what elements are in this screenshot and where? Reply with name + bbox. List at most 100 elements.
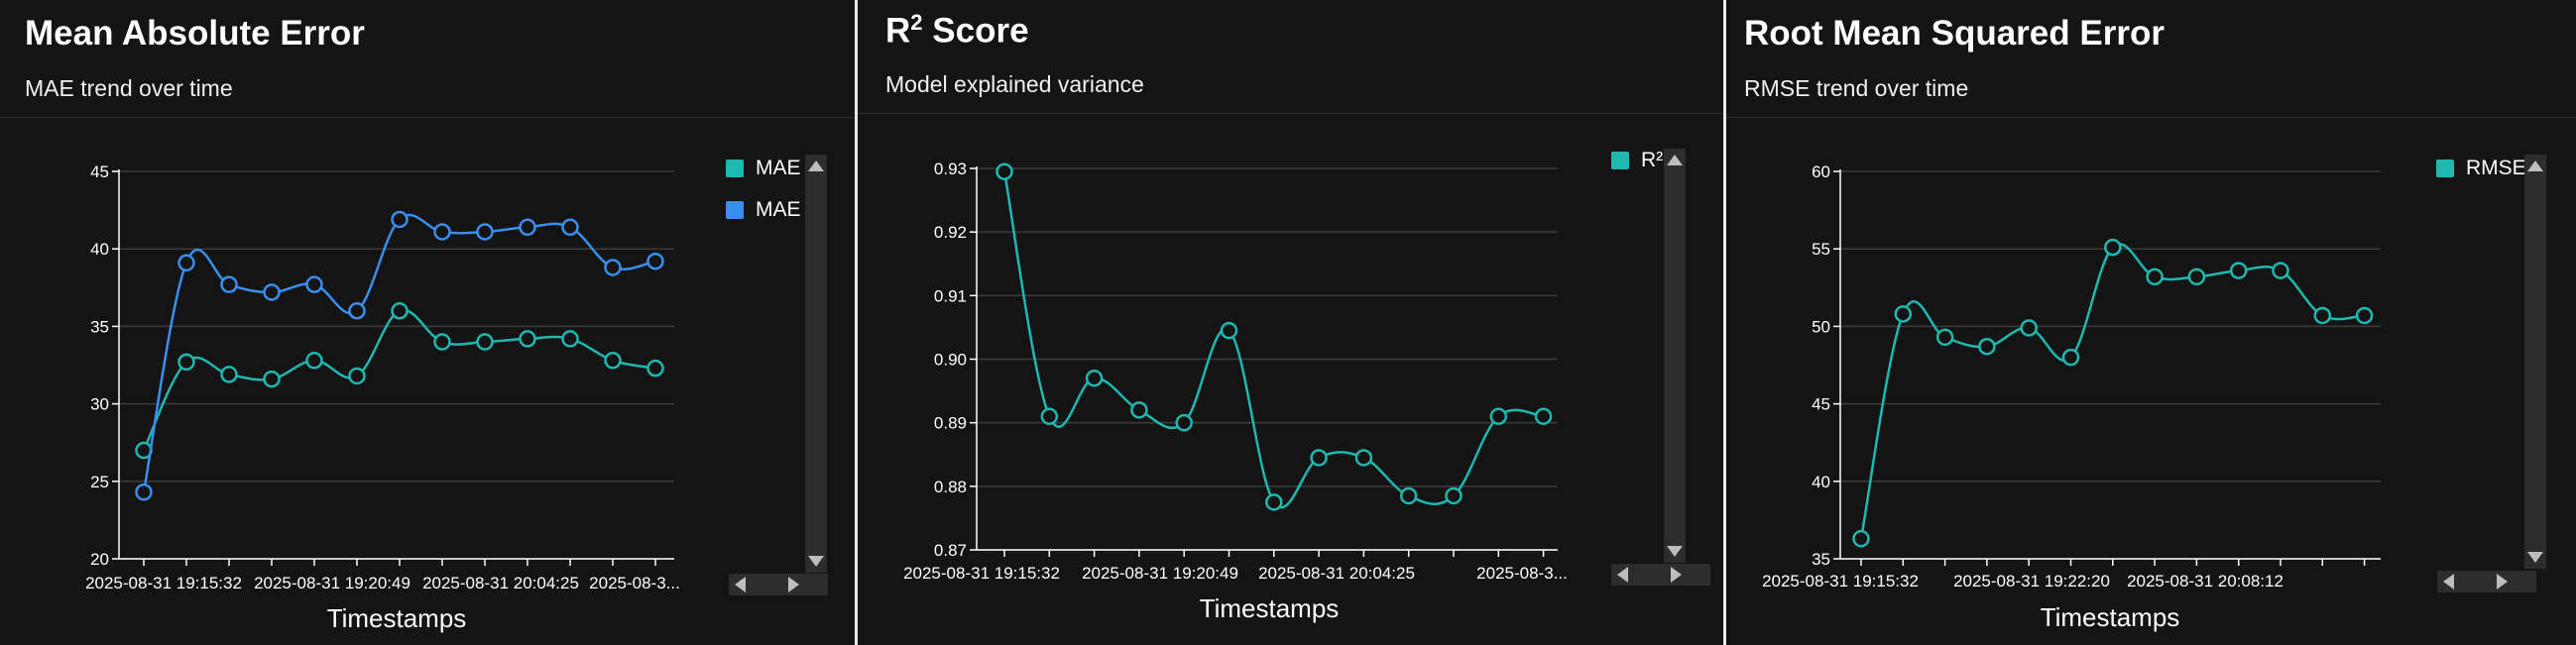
legend-vertical-scrollbar[interactable]	[805, 155, 827, 573]
data-point	[1399, 486, 1418, 505]
scroll-right-icon[interactable]	[2497, 574, 2508, 590]
data-point	[1175, 413, 1193, 432]
legend-swatch	[1611, 152, 1629, 169]
rmse-line-chart: 35 40 45 50 55 60 2025-08-31 19:15:32 2025-08-3…	[1762, 162, 2381, 632]
x-axis-title: Timestamps	[1200, 593, 1340, 623]
data-point	[391, 210, 409, 229]
panel-subtitle: MAE trend over time	[25, 75, 233, 101]
legend-vertical-scrollbar[interactable]	[1664, 149, 1686, 563]
series-line	[142, 308, 656, 452]
y-tick-label: 55	[1812, 240, 1830, 259]
x-tick-label: 2025-08-31 19:20:49	[254, 574, 410, 592]
data-point	[1040, 407, 1059, 425]
y-tick-label: 35	[1812, 550, 1830, 569]
data-point	[604, 259, 622, 276]
data-point	[1894, 305, 1913, 323]
data-point	[1265, 493, 1283, 511]
scroll-right-icon[interactable]	[788, 577, 799, 592]
data-point	[1852, 529, 1870, 548]
legend: R²	[1611, 143, 1715, 589]
series-line	[1859, 243, 2365, 539]
data-point	[646, 359, 664, 377]
scroll-left-icon[interactable]	[735, 577, 746, 592]
scroll-up-icon[interactable]	[808, 161, 824, 171]
y-tick-label: 45	[1812, 395, 1830, 414]
legend-item-mae-teal[interactable]: MAE	[726, 157, 801, 180]
data-point	[433, 333, 451, 351]
scroll-left-icon[interactable]	[1617, 567, 1628, 583]
panel-divider	[0, 117, 855, 118]
panel-separator	[855, 0, 858, 645]
data-point	[476, 223, 494, 241]
data-point	[177, 353, 195, 372]
legend-item-rmse[interactable]: RMSE	[2436, 157, 2526, 180]
y-tick-label: 0.90	[934, 351, 967, 370]
data-point	[1489, 407, 1508, 425]
legend-horizontal-scrollbar[interactable]	[729, 574, 828, 595]
series-line	[142, 213, 656, 492]
y-tick-label: 0.88	[934, 478, 967, 496]
scroll-up-icon[interactable]	[2527, 161, 2543, 171]
scroll-up-icon[interactable]	[1667, 155, 1683, 165]
data-point	[519, 330, 536, 348]
scroll-down-icon[interactable]	[808, 556, 824, 567]
data-point	[220, 366, 238, 383]
legend: MAE MAE	[726, 149, 830, 594]
rmse-panel: Root Mean Squared Error RMSE trend over …	[1726, 0, 2576, 645]
data-point	[561, 330, 579, 348]
legend-vertical-scrollbar[interactable]	[2524, 155, 2546, 569]
data-point	[519, 218, 536, 237]
data-point	[177, 254, 195, 272]
data-point	[1354, 449, 1373, 467]
panel-divider	[1726, 117, 2576, 118]
y-tick-label: 0.93	[934, 160, 967, 178]
data-point	[476, 333, 494, 351]
scroll-left-icon[interactable]	[2443, 574, 2454, 590]
y-tick-label: 40	[90, 240, 109, 259]
mae-line-chart: 20 25 30 35 40 45 2025-08-31 19:15:32 2025-08-3…	[85, 162, 680, 633]
legend-item-mae-blue[interactable]: MAE	[726, 198, 801, 222]
legend-item-r2[interactable]: R²	[1611, 149, 1663, 172]
panel-title: Mean Absolute Error	[25, 14, 365, 53]
legend-horizontal-scrollbar[interactable]	[1611, 564, 1710, 586]
data-point	[433, 223, 451, 241]
y-tick-label: 30	[90, 395, 109, 414]
data-point	[305, 352, 323, 370]
r2-line-chart: 0.87 0.88 0.89 0.90 0.91 0.92 0.93 2025-08-31 1…	[903, 160, 1568, 623]
series-line	[1002, 170, 1544, 509]
y-tick-label: 0.89	[934, 414, 967, 433]
data-point	[1220, 321, 1238, 340]
legend-label: R²	[1641, 149, 1664, 171]
y-tick-label: 45	[90, 162, 109, 181]
x-tick-label: 2025-08-31 19:15:32	[903, 564, 1060, 583]
panel-title: R2 Score	[885, 10, 1029, 51]
y-tick-label: 35	[90, 317, 109, 336]
legend-horizontal-scrollbar[interactable]	[2437, 571, 2536, 592]
data-point	[1978, 337, 1996, 356]
data-point	[348, 367, 366, 385]
data-point	[2272, 262, 2289, 279]
legend-label: MAE	[756, 198, 801, 221]
data-point	[1310, 449, 1328, 467]
x-tick-label: 2025-08-31 19:22:20	[1953, 572, 2110, 591]
scroll-down-icon[interactable]	[2527, 552, 2543, 563]
scroll-down-icon[interactable]	[1667, 546, 1683, 557]
data-point	[220, 275, 238, 293]
x-tick-label: 2025-08-31 20:04:25	[422, 574, 579, 592]
data-point	[561, 218, 579, 237]
data-point	[1935, 328, 1954, 347]
data-point	[263, 283, 281, 301]
x-tick-label: 2025-08-31 20:04:25	[1258, 564, 1415, 583]
y-tick-label: 0.91	[934, 286, 967, 305]
y-tick-label: 50	[1812, 317, 1830, 336]
y-tick-label: 0.87	[934, 541, 967, 560]
data-point	[2104, 238, 2122, 257]
panel-subtitle: RMSE trend over time	[1744, 75, 1969, 101]
y-tick-label: 20	[90, 550, 109, 569]
data-point	[1534, 407, 1553, 425]
legend-label: MAE	[756, 157, 801, 179]
data-point	[1085, 370, 1104, 387]
legend-swatch	[726, 201, 744, 219]
scroll-right-icon[interactable]	[1671, 567, 1682, 583]
